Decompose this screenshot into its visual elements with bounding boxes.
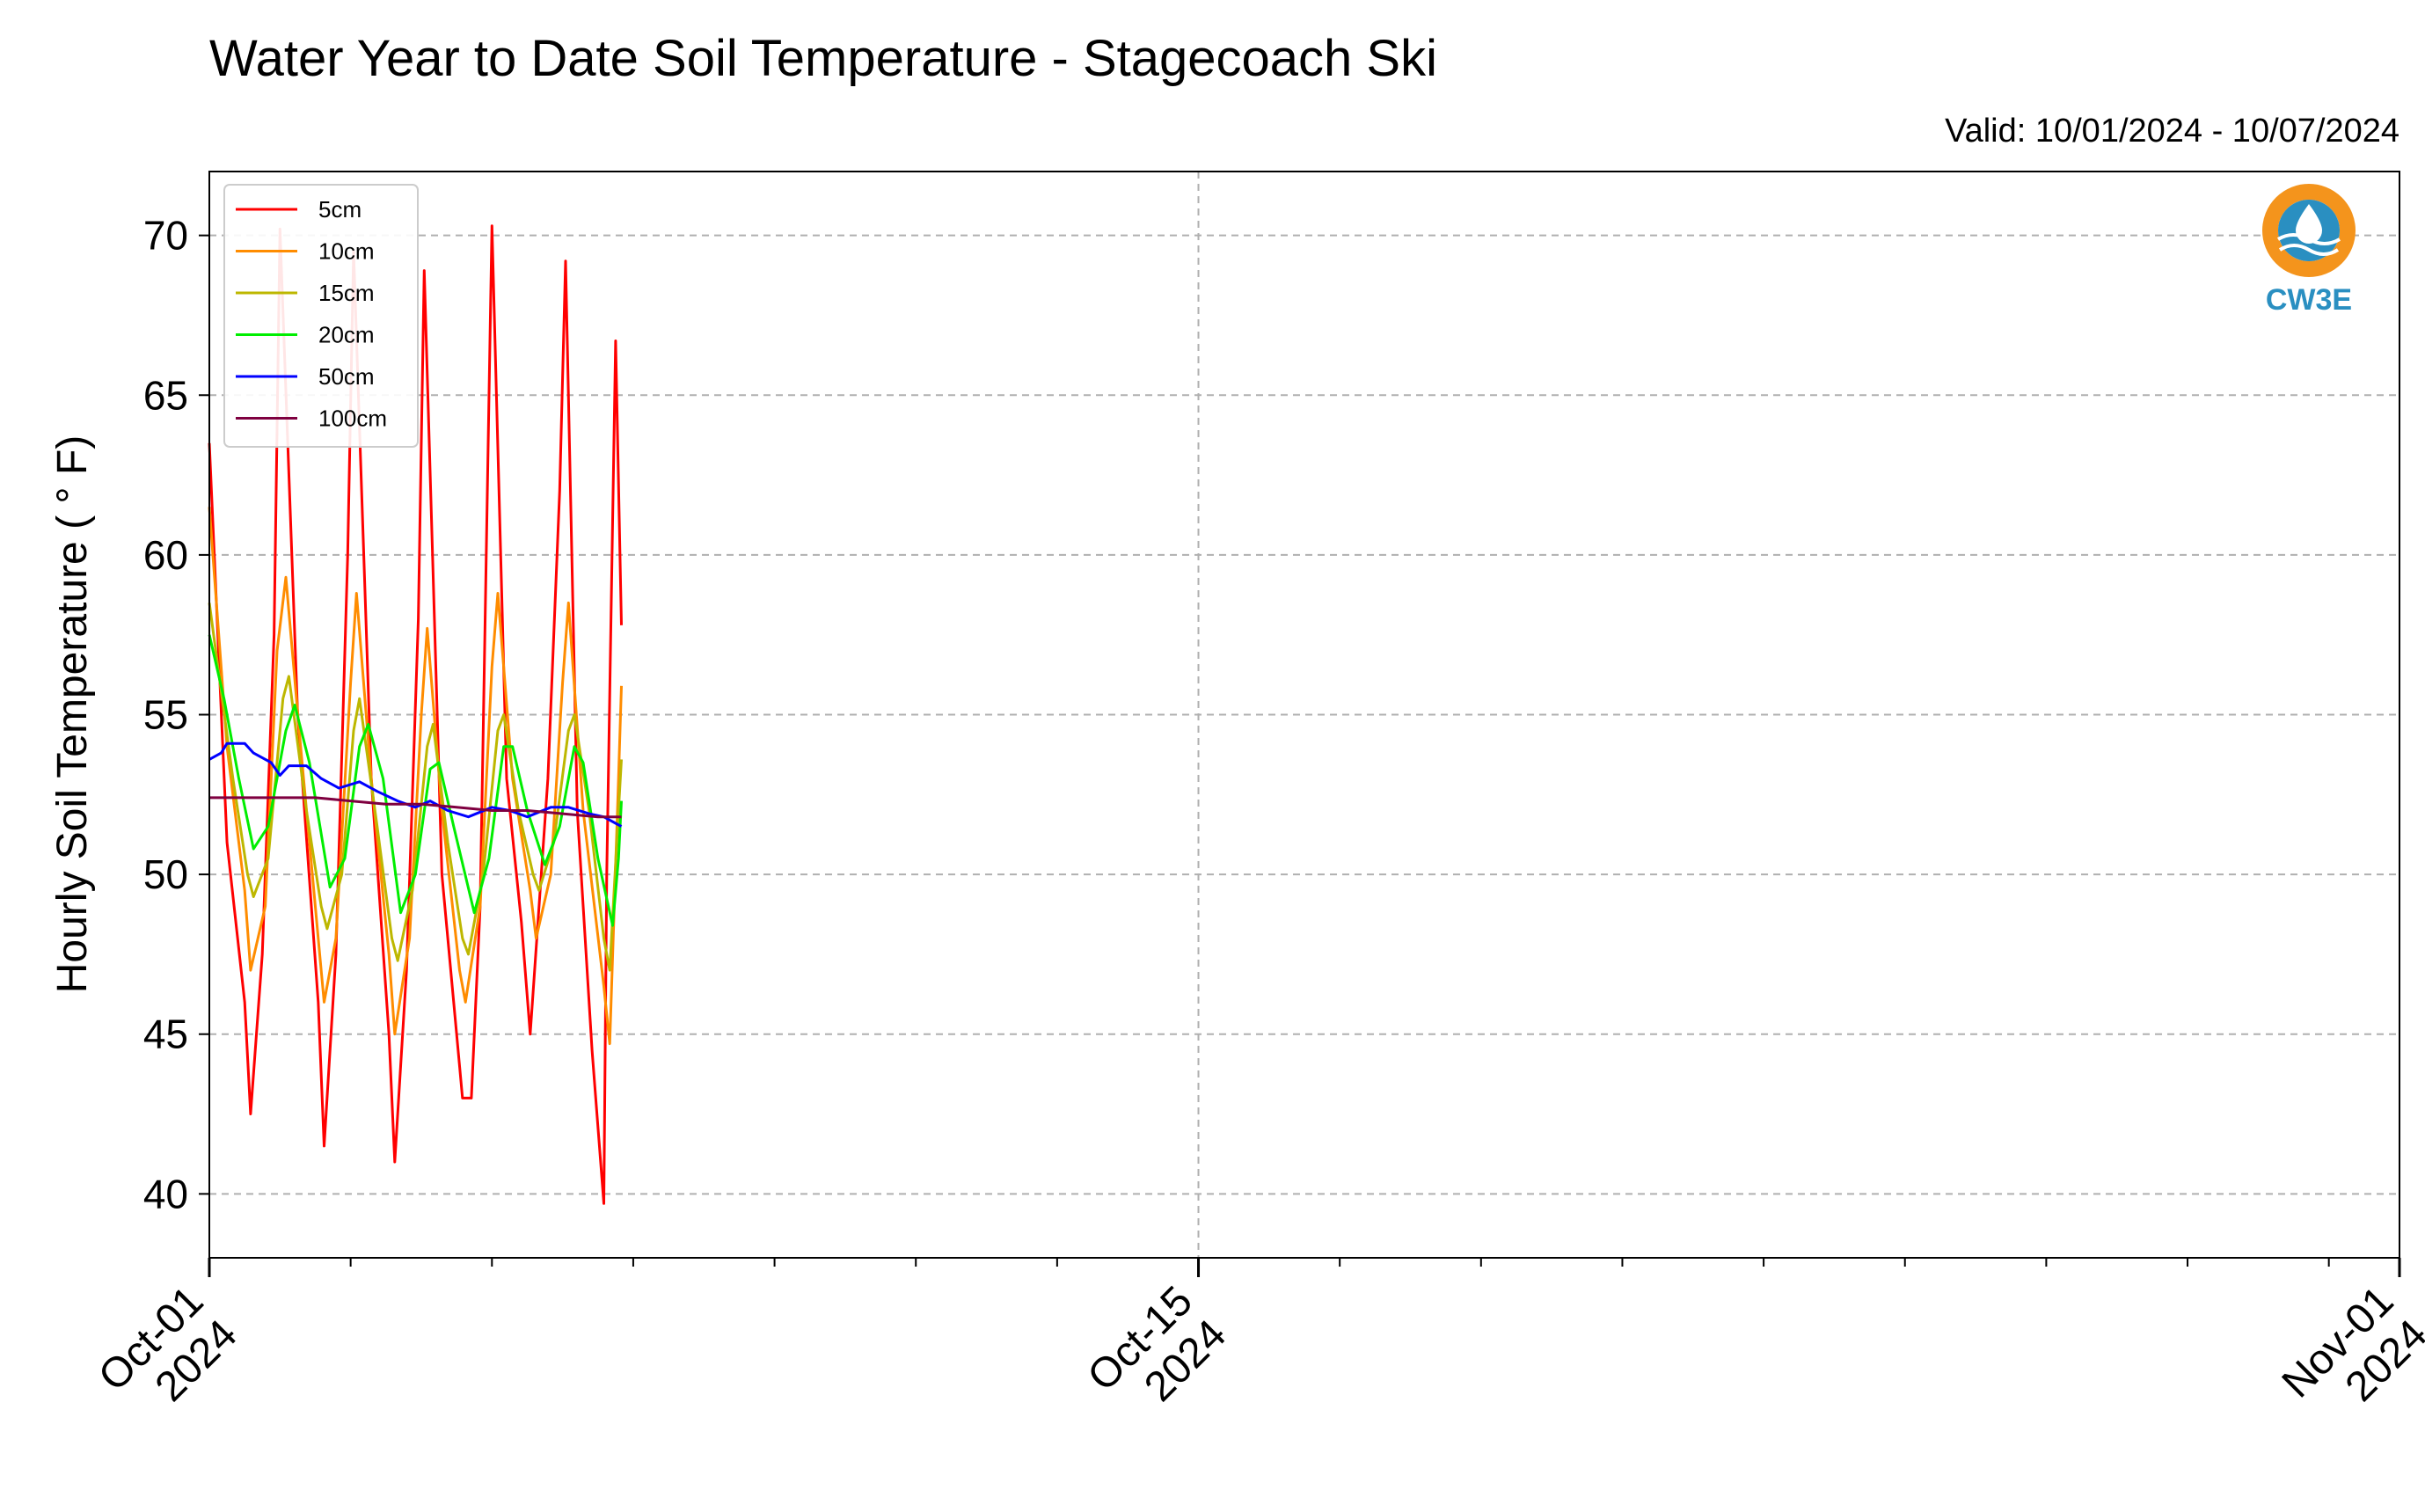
cw3e-logo: CW3E [2262,184,2356,317]
logo-text: CW3E [2266,283,2352,317]
logo-wave-icon [2278,244,2340,256]
y-axis-label: Hourly Soil Temperature ( ° F) [49,435,96,994]
legend-label-5cm: 5cm [318,196,362,223]
y-tick-label: 60 [143,532,188,578]
y-tick-label: 55 [143,692,188,738]
chart-title: Water Year to Date Soil Temperature - St… [209,30,1437,87]
y-tick-label: 45 [143,1012,188,1057]
series-line-20cm [208,634,623,927]
legend: 5cm 10cm 15cm 20cm 50cm 100cm [223,184,419,448]
logo-drop-icon [2296,204,2322,244]
series-lines [208,224,623,1205]
valid-range: Valid: 10/01/2024 - 10/07/2024 [1945,113,2399,150]
y-tick-label: 50 [143,851,188,897]
logo-ring-icon [2262,184,2356,277]
legend-label-50cm: 50cm [318,363,375,390]
legend-label-100cm: 100cm [318,405,387,432]
series-line-100cm [209,796,622,819]
legend-label-20cm: 20cm [318,322,375,348]
legend-label-15cm: 15cm [318,280,375,306]
y-tick-label: 65 [143,372,188,418]
series-line-50cm [208,741,623,828]
legend-label-10cm: 10cm [318,238,375,265]
y-tick-label: 40 [143,1171,188,1216]
y-tick-label: 70 [143,213,188,259]
series-line-10cm [208,507,623,1046]
series-line-15cm [208,603,623,972]
y-ticks: 40 45 50 55 60 65 70 [143,213,209,1216]
